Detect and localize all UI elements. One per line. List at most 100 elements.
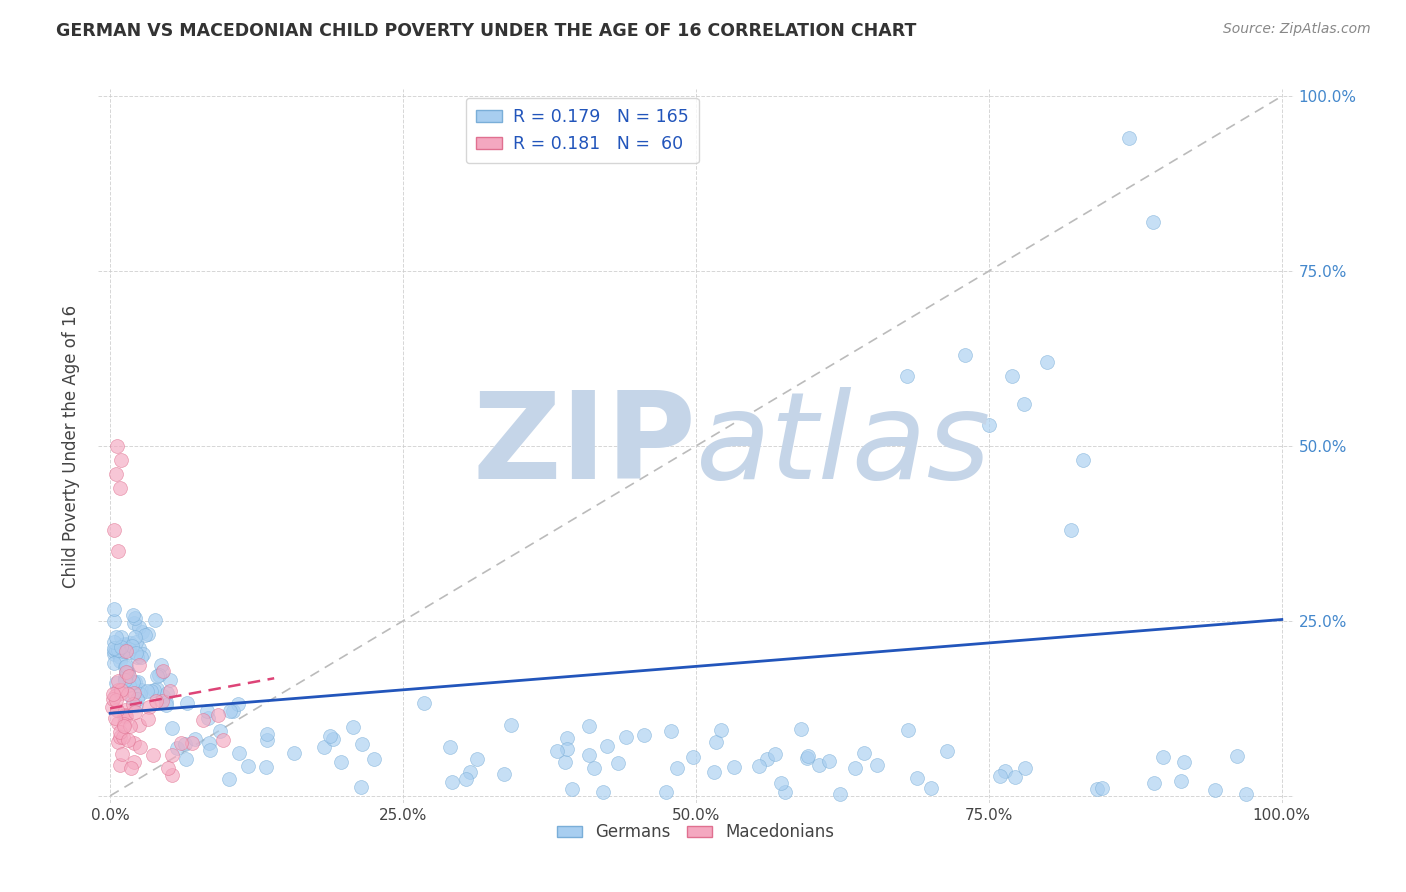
Point — [789, 722, 811, 736]
Point — [138, 700, 160, 714]
Point — [108, 650, 131, 665]
Point — [173, 737, 195, 751]
Point — [112, 731, 135, 745]
Point — [114, 644, 136, 658]
Point — [1234, 787, 1257, 801]
Point — [112, 637, 135, 651]
Point — [682, 750, 704, 764]
Point — [907, 772, 929, 786]
Point — [112, 709, 135, 723]
Point — [152, 664, 174, 678]
Point — [132, 647, 155, 661]
Point — [1204, 782, 1226, 797]
Point — [254, 759, 277, 773]
Point — [852, 746, 875, 760]
Point — [107, 674, 129, 689]
Point — [114, 703, 136, 717]
Point — [148, 668, 170, 682]
Point — [614, 730, 637, 744]
Point — [105, 439, 128, 453]
Point — [994, 764, 1017, 778]
Point — [596, 739, 619, 754]
Point — [107, 642, 129, 657]
Point — [103, 602, 125, 616]
Point — [1142, 215, 1164, 229]
Point — [105, 703, 128, 717]
Point — [103, 614, 125, 628]
Point — [124, 611, 146, 625]
Point — [121, 639, 143, 653]
Point — [773, 785, 796, 799]
Point — [108, 725, 131, 739]
Text: atlas: atlas — [696, 387, 991, 505]
Point — [101, 700, 124, 714]
Point — [181, 736, 204, 750]
Legend: Germans, Macedonians: Germans, Macedonians — [551, 817, 841, 848]
Point — [977, 417, 1000, 432]
Point — [207, 707, 229, 722]
Point — [1012, 397, 1035, 411]
Point — [561, 782, 583, 797]
Point — [582, 761, 605, 775]
Point — [104, 690, 127, 704]
Point — [112, 719, 135, 733]
Point — [1173, 756, 1195, 770]
Point — [105, 676, 128, 690]
Point — [755, 752, 778, 766]
Point — [723, 760, 745, 774]
Point — [103, 656, 125, 670]
Point — [117, 732, 139, 747]
Point — [197, 710, 219, 724]
Point — [124, 630, 146, 644]
Point — [314, 740, 336, 755]
Point — [169, 736, 191, 750]
Point — [184, 732, 207, 747]
Point — [103, 644, 125, 658]
Point — [1226, 748, 1249, 763]
Point — [110, 640, 132, 655]
Point — [193, 714, 215, 728]
Point — [118, 636, 141, 650]
Point — [319, 729, 342, 743]
Point — [256, 727, 278, 741]
Point — [1071, 453, 1094, 467]
Point — [208, 724, 231, 739]
Point — [211, 733, 233, 747]
Point — [101, 686, 124, 700]
Point — [1091, 781, 1114, 796]
Point — [122, 608, 145, 623]
Point — [866, 758, 889, 772]
Point — [114, 660, 136, 674]
Point — [150, 694, 173, 708]
Point — [117, 687, 139, 701]
Point — [1014, 761, 1036, 775]
Point — [936, 744, 959, 758]
Point — [118, 719, 141, 733]
Point — [121, 690, 143, 705]
Point — [160, 768, 183, 782]
Point — [155, 698, 177, 713]
Point — [107, 682, 129, 697]
Point — [1085, 781, 1108, 796]
Point — [120, 761, 142, 775]
Point — [118, 645, 141, 659]
Point — [141, 683, 163, 698]
Point — [844, 761, 866, 775]
Point — [103, 641, 125, 656]
Point — [103, 635, 125, 649]
Point — [124, 736, 146, 750]
Point — [704, 735, 727, 749]
Point — [655, 785, 678, 799]
Text: GERMAN VS MACEDONIAN CHILD POVERTY UNDER THE AGE OF 16 CORRELATION CHART: GERMAN VS MACEDONIAN CHILD POVERTY UNDER… — [56, 22, 917, 40]
Point — [110, 631, 132, 645]
Point — [155, 695, 177, 709]
Point — [128, 739, 150, 754]
Point — [110, 757, 132, 772]
Point — [128, 658, 150, 673]
Point — [125, 698, 148, 712]
Point — [1001, 369, 1024, 384]
Point — [197, 736, 219, 750]
Point — [920, 781, 942, 796]
Point — [555, 731, 578, 746]
Point — [124, 755, 146, 769]
